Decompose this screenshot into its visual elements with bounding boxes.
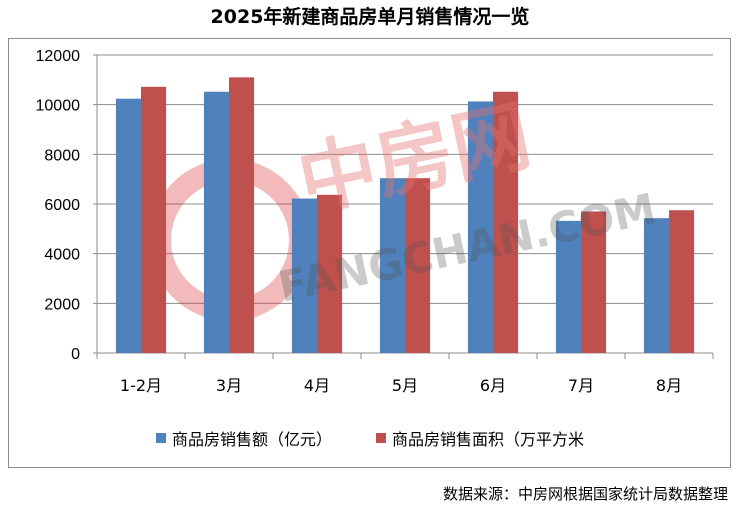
y-tick-label: 0 [71, 346, 80, 363]
bar-sales-amount [555, 220, 581, 353]
legend-label: 商品房销售面积（万平方米 [392, 430, 585, 449]
source-note: 数据来源：中房网根据国家统计局数据整理 [442, 485, 728, 503]
bar-sales-area [317, 194, 343, 353]
legend: 商品房销售额（亿元） 商品房销售面积（万平方米 [0, 426, 740, 450]
bar-sales-amount [643, 218, 669, 353]
y-tick-label: 10000 [36, 98, 81, 115]
bar-sales-amount [467, 101, 493, 354]
legend-swatch [155, 433, 166, 443]
bar-sales-area [493, 91, 519, 354]
bar-sales-amount [115, 98, 141, 353]
bar-sales-area [581, 211, 607, 353]
legend-label: 商品房销售额（亿元） [171, 430, 332, 449]
y-tick-label: 2000 [44, 296, 80, 313]
chart-title: 2025年新建商品房单月销售情况一览 [210, 6, 530, 28]
y-tick-label: 4000 [44, 247, 80, 264]
bar-sales-amount [291, 198, 317, 353]
x-tick-label: 7月 [568, 376, 594, 395]
y-tick-label: 8000 [44, 147, 80, 164]
x-tick-label: 3月 [216, 376, 242, 395]
chart-frame [8, 38, 731, 468]
x-tick-label: 1-2月 [120, 376, 162, 395]
bar-sales-area [669, 210, 695, 353]
x-tick-label: 4月 [304, 376, 330, 395]
bar-sales-amount [379, 178, 405, 353]
x-tick-label: 5月 [392, 376, 418, 395]
bar-sales-amount [203, 91, 229, 354]
x-tick-label: 6月 [480, 376, 506, 395]
bar-sales-area [229, 77, 255, 353]
legend-item-sales-area: 商品房销售面积（万平方米 [376, 426, 584, 450]
y-tick-label: 12000 [36, 48, 81, 65]
legend-swatch [376, 433, 386, 443]
legend-item-sales-amount: 商品房销售额（亿元） [155, 426, 332, 450]
y-tick-label: 6000 [44, 197, 80, 214]
x-tick-label: 8月 [656, 376, 682, 395]
bar-sales-area [405, 178, 431, 353]
bar-sales-area [141, 86, 167, 353]
